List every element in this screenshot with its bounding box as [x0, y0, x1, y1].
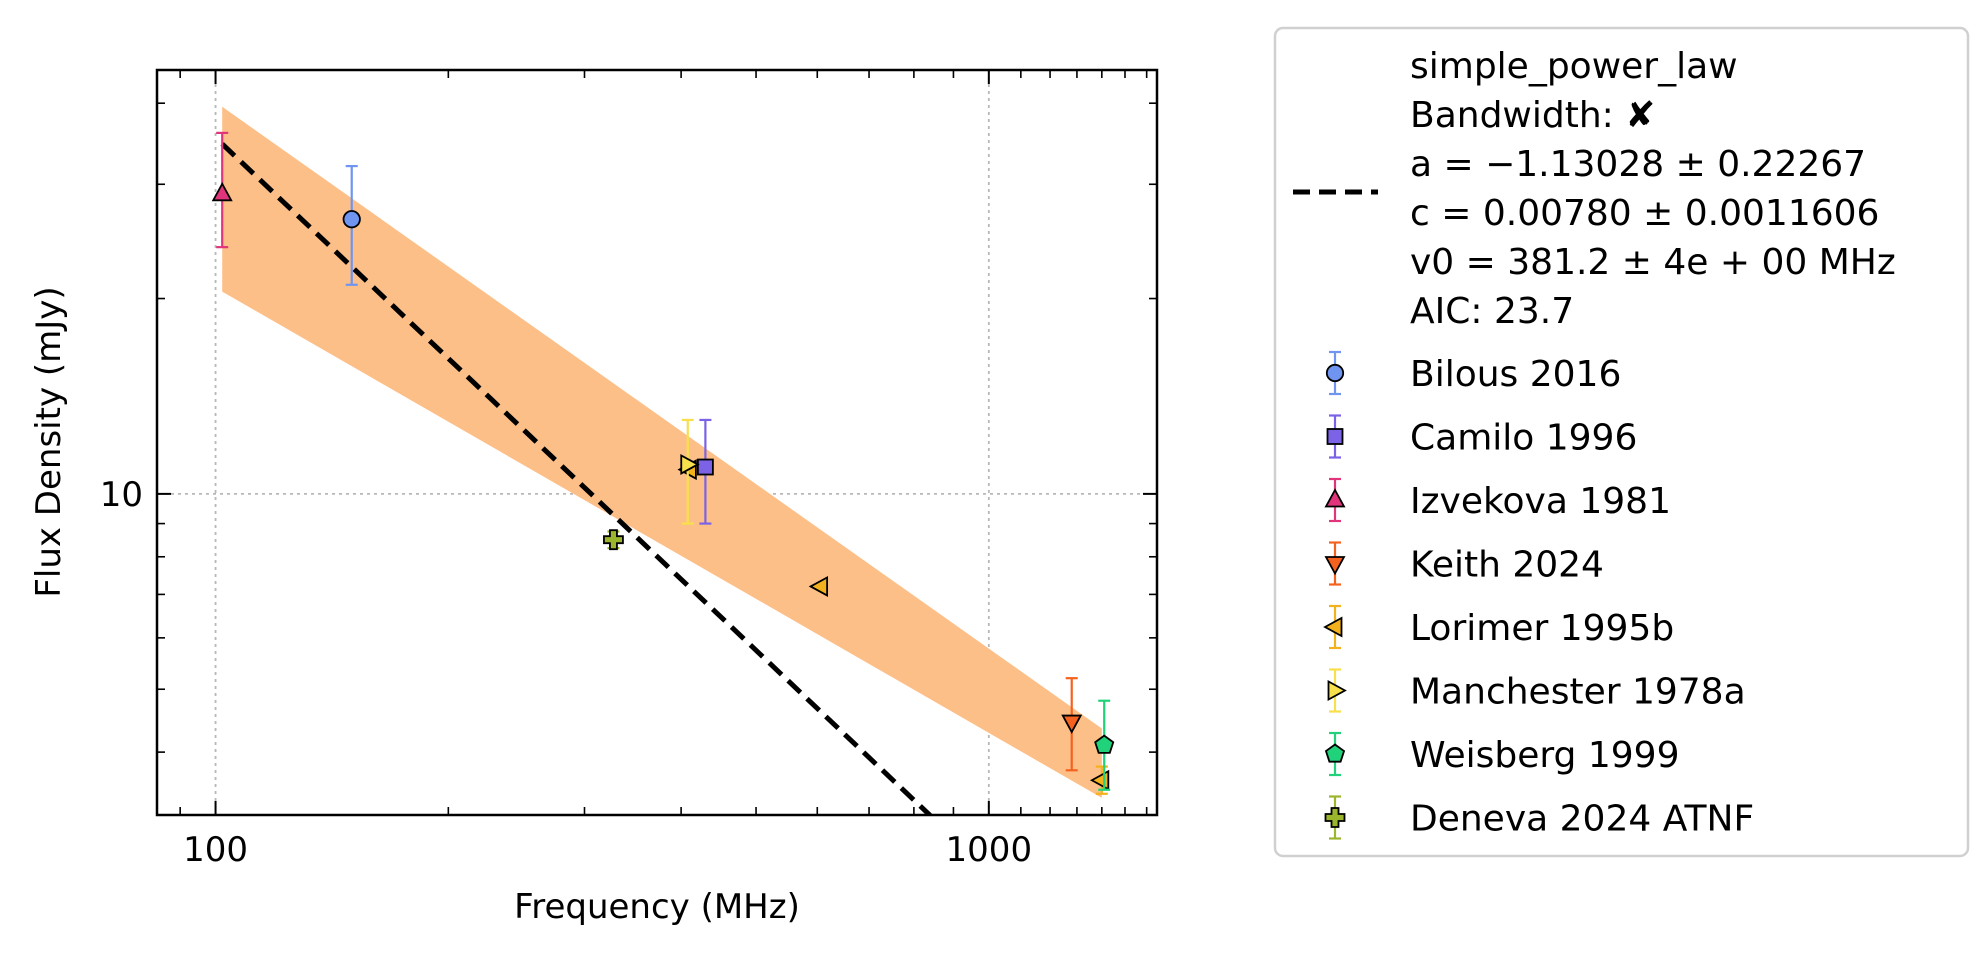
data-point — [680, 453, 700, 475]
data-point — [603, 529, 624, 551]
data-point — [1061, 714, 1083, 734]
fit-line — [220, 142, 934, 815]
legend-entry-weisberg-1999: Weisberg 1999 — [1324, 731, 1679, 777]
x-axis-label: Frequency (MHz) — [514, 887, 800, 927]
legend-label: Izvekova 1981 — [1410, 481, 1671, 522]
series-keith-2024 — [1061, 677, 1083, 772]
data-point — [808, 575, 829, 597]
x-tick-label: 1000 — [946, 830, 1033, 870]
axes: 100 1000 10 — [100, 68, 1159, 870]
data-point — [696, 458, 714, 476]
legend-marker — [1324, 807, 1346, 828]
legend-marker — [1326, 428, 1344, 445]
legend-marker — [1324, 743, 1346, 763]
y-tick-label: 10 — [100, 475, 143, 515]
legend-label: Camilo 1996 — [1410, 418, 1637, 459]
data-error-bar — [681, 418, 694, 525]
data-points — [211, 131, 1115, 795]
series-manchester-1978a — [680, 418, 700, 525]
fit-uncertainty-layer — [222, 106, 1102, 798]
legend-label: Deneva 2024 ATNF — [1410, 799, 1754, 840]
y-axis-label: Flux Density (mJy) — [29, 286, 69, 597]
legend-entry-bilous-2016: Bilous 2016 — [1325, 350, 1621, 396]
legend-fit-param-c: c = 0.00780 ± 0.0011606 — [1410, 193, 1879, 234]
legend-frame — [1273, 26, 1970, 858]
legend: simple_power_law Bandwidth: ✘ a = −1.130… — [1273, 26, 1970, 858]
legend-marker — [1324, 556, 1346, 576]
data-point — [1094, 734, 1115, 754]
series-izvekova-1981 — [211, 131, 233, 249]
data-point — [342, 210, 361, 229]
legend-fit-bandwidth: Bandwidth: ✘ — [1410, 95, 1655, 136]
legend-label: Bilous 2016 — [1410, 354, 1621, 395]
series-weisberg-1999 — [1094, 699, 1115, 791]
legend-entry-keith-2024: Keith 2024 — [1324, 541, 1604, 586]
legend-marker — [1327, 679, 1347, 702]
legend-entry-deneva-2024-atnf: Deneva 2024 ATNF — [1324, 795, 1754, 840]
fit-line-layer — [220, 142, 934, 815]
series-deneva-2024-atnf — [603, 529, 624, 551]
legend-label: Weisberg 1999 — [1410, 735, 1679, 776]
legend-fit-param-v0: v0 = 381.2 ± 4e + 00 MHz — [1410, 242, 1896, 283]
legend-series-entries: Bilous 2016 Camilo 1996 Izvekova 1981 Keith… — [1323, 350, 1754, 840]
data-point — [211, 181, 233, 202]
legend-label: Lorimer 1995b — [1410, 608, 1674, 649]
legend-marker — [1325, 363, 1345, 383]
legend-marker — [1324, 488, 1346, 508]
series-bilous-2016 — [342, 164, 361, 286]
legend-marker — [1323, 616, 1343, 638]
legend-label: Manchester 1978a — [1410, 672, 1746, 713]
legend-fit-model: simple_power_law — [1410, 46, 1738, 87]
legend-entry-izvekova-1981: Izvekova 1981 — [1324, 477, 1671, 523]
legend-fit-param-a: a = −1.13028 ± 0.22267 — [1410, 144, 1866, 185]
legend-fit-aic: AIC: 23.7 — [1410, 291, 1574, 332]
legend-label: Keith 2024 — [1410, 545, 1604, 586]
x-tick-label: 100 — [183, 830, 248, 870]
legend-entry-lorimer-1995b: Lorimer 1995b — [1323, 604, 1674, 650]
series-camilo-1996 — [696, 418, 714, 525]
legend-entry-manchester-1978a: Manchester 1978a — [1327, 668, 1746, 713]
fit-uncertainty-band — [222, 106, 1102, 798]
plot-frame — [155, 68, 1159, 817]
legend-entry-camilo-1996: Camilo 1996 — [1326, 414, 1637, 459]
